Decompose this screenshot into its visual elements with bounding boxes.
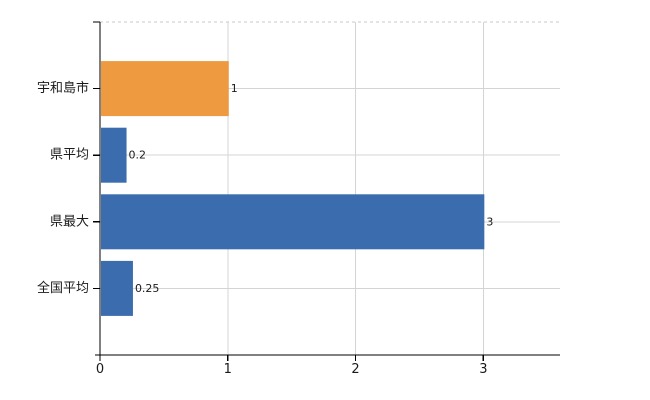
category-label: 全国平均 — [37, 280, 89, 296]
x-tick-label: 2 — [351, 362, 359, 377]
category-label: 宇和島市 — [37, 80, 89, 96]
value-label: 3 — [486, 215, 493, 228]
x-tick-label: 1 — [224, 362, 232, 377]
bar-宇和島市 — [101, 61, 229, 117]
value-label: 0.2 — [129, 149, 147, 162]
x-tick-label: 0 — [96, 362, 104, 377]
bar-県平均 — [101, 127, 127, 183]
value-label: 1 — [231, 82, 238, 95]
category-label: 県最大 — [50, 214, 89, 229]
value-label: 0.25 — [135, 282, 160, 295]
bar-県最大 — [101, 194, 485, 250]
bar-全国平均 — [101, 260, 133, 316]
category-label: 県平均 — [50, 148, 89, 163]
x-tick-label: 3 — [479, 362, 487, 377]
